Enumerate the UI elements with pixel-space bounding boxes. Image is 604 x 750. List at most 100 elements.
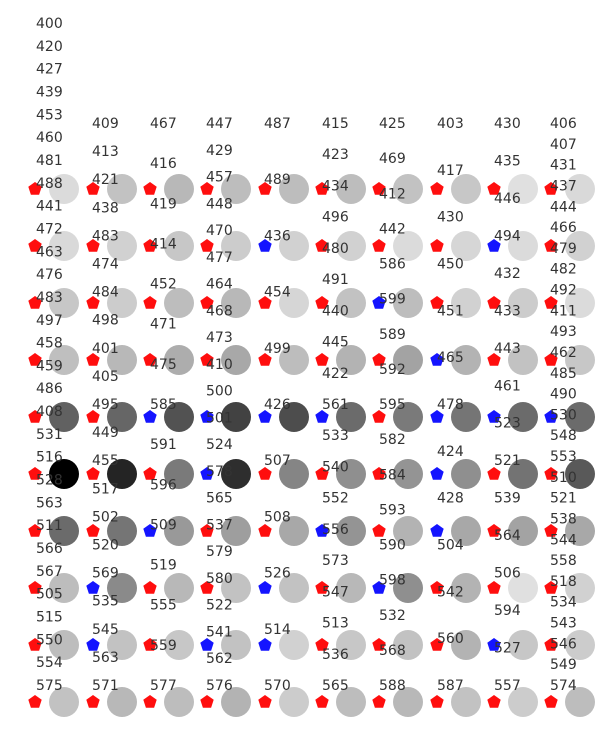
red-pentagon-marker-r6-c6 (372, 524, 386, 537)
node-label: 527 (494, 641, 521, 657)
node-label: 407 (550, 137, 577, 153)
node-label: 515 (36, 610, 63, 626)
node-label: 477 (206, 250, 233, 266)
node-label: 599 (379, 292, 406, 308)
node-label: 485 (550, 366, 577, 382)
red-pentagon-marker-r9-c9 (544, 695, 558, 708)
node-label: 556 (322, 522, 349, 538)
node-label: 471 (150, 317, 177, 333)
node-label: 455 (92, 453, 119, 469)
node-label: 484 (92, 285, 119, 301)
node-label: 565 (206, 491, 233, 507)
shaded-circle-r1-c1 (107, 231, 137, 261)
blue-pentagon-marker-r1-c8 (487, 239, 501, 252)
red-pentagon-marker-r8-c2 (143, 638, 157, 651)
shaded-circle-r5-c1 (107, 459, 137, 489)
red-pentagon-marker-r9-c1 (86, 695, 100, 708)
red-pentagon-marker-r5-c2 (143, 467, 157, 480)
node-label: 548 (550, 428, 577, 444)
node-label: 575 (36, 678, 63, 694)
blue-pentagon-marker-r6-c5 (315, 524, 329, 537)
node-label: 536 (322, 647, 349, 663)
blue-pentagon-marker-r2-c6 (372, 296, 386, 309)
shaded-circle-r0-c3 (221, 174, 251, 204)
red-pentagon-marker-r6-c1 (86, 524, 100, 537)
blue-pentagon-marker-r4-c8 (487, 410, 501, 423)
node-label: 563 (92, 650, 119, 666)
node-label: 483 (92, 228, 119, 244)
node-label: 504 (437, 538, 464, 554)
red-pentagon-marker-r9-c6 (372, 695, 386, 708)
shaded-circle-r6-c8 (508, 516, 538, 546)
node-label: 443 (494, 341, 521, 357)
node-label: 417 (437, 163, 464, 179)
node-label: 532 (379, 608, 406, 624)
red-pentagon-marker-r8-c5 (315, 638, 329, 651)
node-label: 408 (36, 404, 63, 420)
shaded-circle-r9-c0 (49, 687, 79, 717)
red-pentagon-marker-r2-c1 (86, 296, 100, 309)
node-label: 431 (550, 158, 577, 174)
red-pentagon-marker-r1-c6 (372, 239, 386, 252)
node-label: 438 (92, 200, 119, 216)
node-label: 550 (36, 632, 63, 648)
node-label: 570 (264, 678, 291, 694)
red-pentagon-marker-r3-c6 (372, 353, 386, 366)
node-label: 406 (550, 116, 577, 132)
node-label: 461 (494, 378, 521, 394)
node-label: 519 (150, 558, 177, 574)
shaded-circle-r7-c1 (107, 573, 137, 603)
red-pentagon-marker-r2-c7 (430, 296, 444, 309)
node-label: 435 (494, 154, 521, 170)
blue-pentagon-marker-r6-c7 (430, 524, 444, 537)
node-label: 458 (36, 336, 63, 352)
node-label: 580 (206, 571, 233, 587)
node-label: 524 (206, 437, 233, 453)
shaded-circle-r8-c9 (565, 630, 595, 660)
red-pentagon-marker-r2-c3 (200, 296, 214, 309)
shaded-circle-r2-c6 (393, 288, 423, 318)
node-label: 449 (92, 425, 119, 441)
circles-layer (49, 174, 595, 717)
node-label: 543 (550, 616, 577, 632)
node-label: 528 (36, 473, 63, 489)
shaded-circle-r3-c2 (164, 345, 194, 375)
shaded-circle-r5-c5 (336, 459, 366, 489)
shaded-circle-r1-c3 (221, 231, 251, 261)
red-pentagon-marker-r7-c9 (544, 581, 558, 594)
shaded-circle-r7-c6 (393, 573, 423, 603)
shaded-circle-r3-c4 (279, 345, 309, 375)
blue-pentagon-marker-r8-c4 (258, 638, 272, 651)
blue-pentagon-marker-r7-c1 (86, 581, 100, 594)
shaded-circle-r4-c5 (336, 402, 366, 432)
node-label: 442 (379, 221, 406, 237)
red-pentagon-marker-r4-c6 (372, 410, 386, 423)
node-label: 558 (550, 553, 577, 569)
node-label: 478 (437, 397, 464, 413)
node-label: 510 (550, 470, 577, 486)
node-label: 463 (36, 244, 63, 260)
shaded-circle-r4-c9 (565, 402, 595, 432)
node-label: 470 (206, 223, 233, 239)
node-label: 439 (36, 85, 63, 101)
node-label: 502 (92, 509, 119, 525)
node-label: 474 (92, 257, 119, 273)
red-pentagon-marker-r1-c3 (200, 239, 214, 252)
node-label: 531 (36, 427, 63, 443)
red-pentagon-marker-r9-c5 (315, 695, 329, 708)
red-pentagon-marker-r0-c8 (487, 182, 501, 195)
node-label: 522 (206, 598, 233, 614)
node-label: 590 (379, 538, 406, 554)
shaded-circle-r0-c9 (565, 174, 595, 204)
node-label: 496 (322, 210, 349, 226)
red-pentagon-marker-r5-c4 (258, 467, 272, 480)
red-pentagon-marker-r1-c1 (86, 239, 100, 252)
blue-pentagon-marker-r5-c7 (430, 467, 444, 480)
shaded-circle-r4-c4 (279, 402, 309, 432)
node-label: 517 (92, 481, 119, 497)
shaded-circle-r0-c5 (336, 174, 366, 204)
red-pentagon-marker-r2-c2 (143, 296, 157, 309)
blue-pentagon-marker-r5-c3 (200, 467, 214, 480)
red-pentagon-marker-r0-c7 (430, 182, 444, 195)
node-label: 421 (92, 172, 119, 188)
